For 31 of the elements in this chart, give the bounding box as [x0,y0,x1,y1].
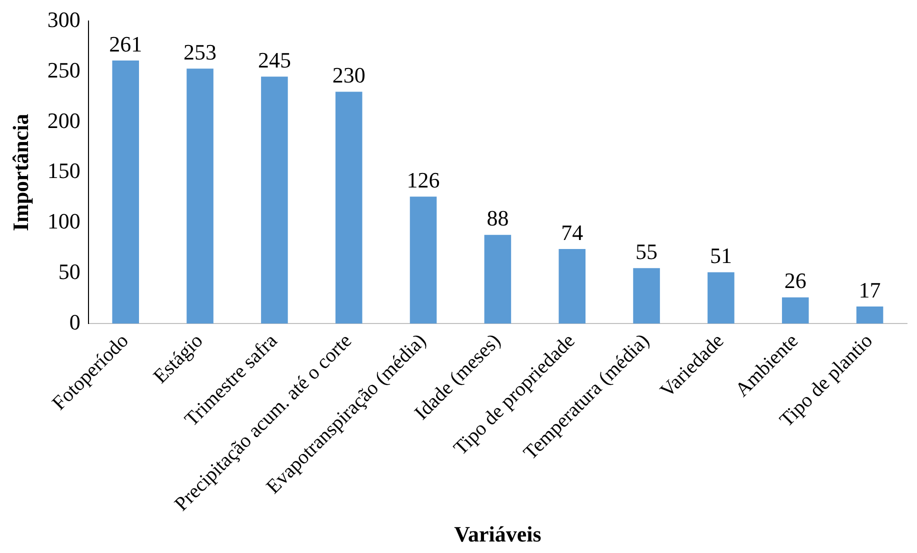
y-axis-title: Importância [8,114,33,232]
data-label: 51 [710,242,732,268]
data-label: 88 [486,206,509,231]
data-label: 126 [406,167,440,192]
y-tick-label: 100 [47,208,80,234]
bar [261,76,288,324]
y-tick-label: 150 [47,158,80,184]
bar [410,196,437,324]
data-label: 245 [258,47,291,72]
data-label: 55 [636,238,658,264]
bar [484,234,512,324]
y-tick-label: 50 [58,259,80,284]
data-label: 74 [561,220,584,245]
bar [112,60,140,324]
bar [558,249,586,324]
bar [782,297,809,324]
y-tick-label: 200 [47,108,80,133]
x-axis-title: Variáveis [454,521,542,546]
data-label: 26 [784,268,806,294]
bar [633,268,660,324]
bar [708,272,734,324]
data-label: 17 [858,277,881,302]
data-label: 253 [184,39,217,64]
y-tick-label: 250 [47,57,80,82]
y-tick-label: 300 [47,6,80,32]
data-label: 230 [332,62,366,88]
bar [856,306,884,324]
data-label: 261 [109,31,142,56]
y-tick-label: 0 [69,309,80,334]
bar [186,68,214,324]
bar [335,92,362,324]
